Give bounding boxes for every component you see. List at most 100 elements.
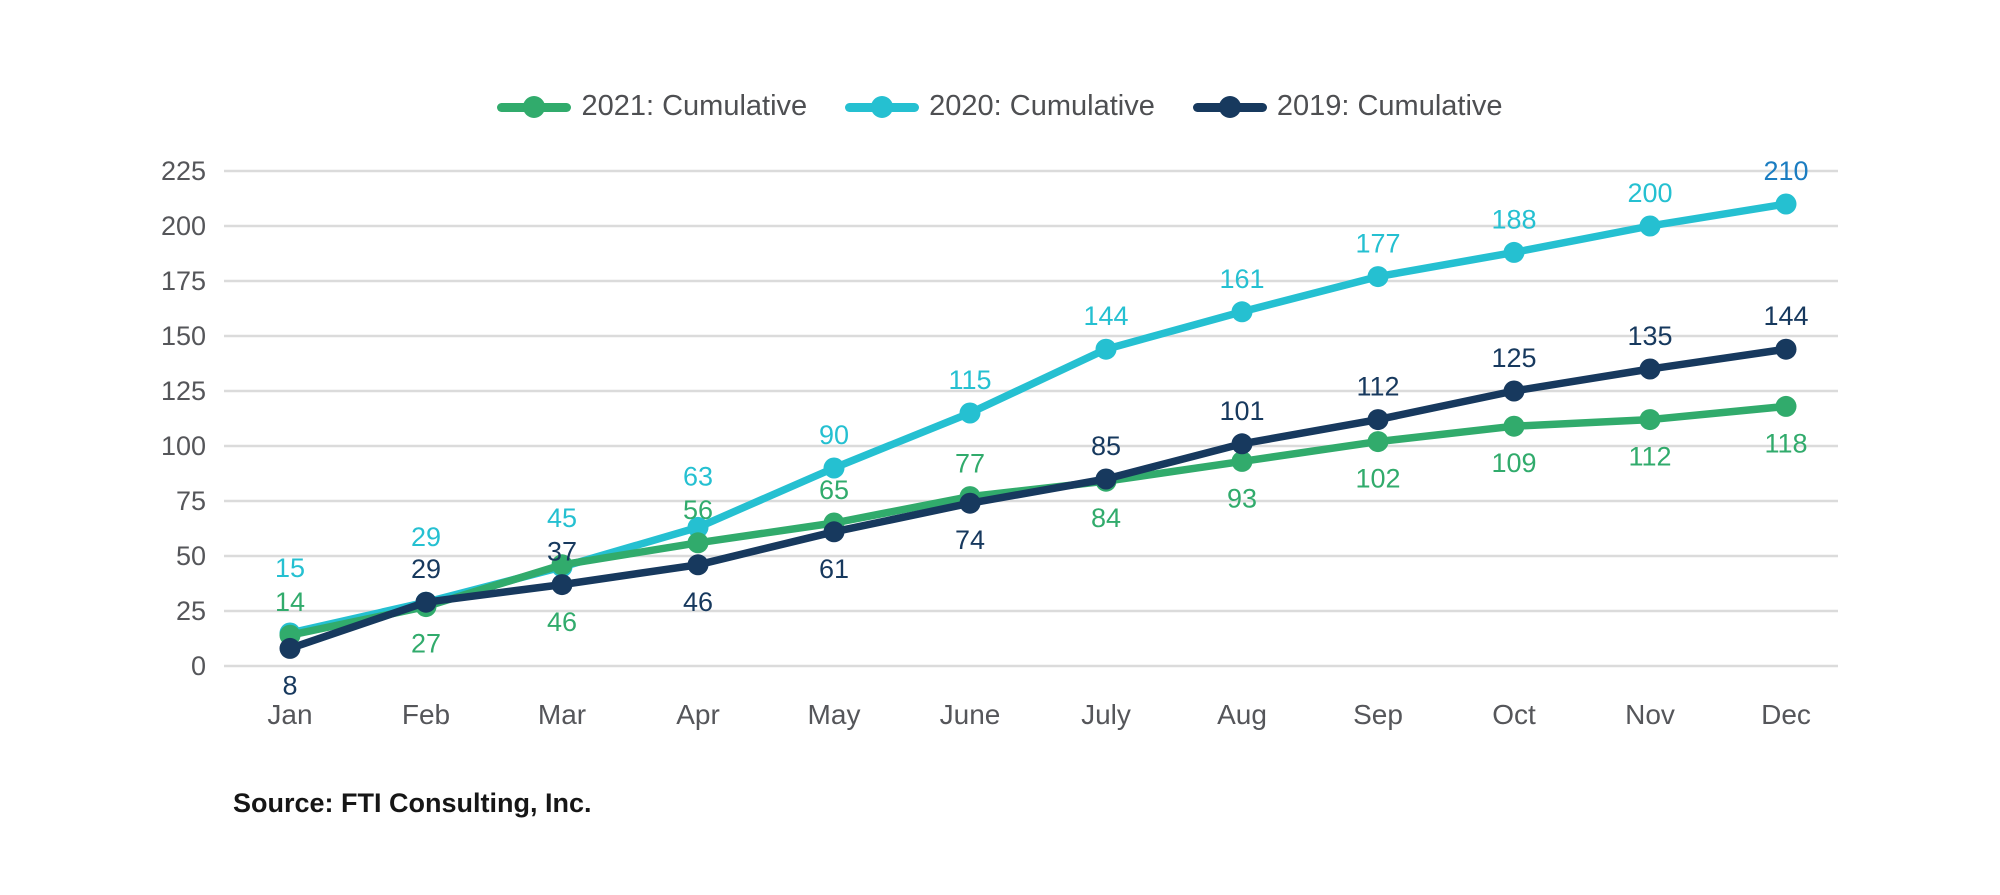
data-point-2020 (1775, 193, 1797, 215)
data-label-2019: 85 (1091, 431, 1121, 461)
legend-label-2019: 2019: Cumulative (1276, 90, 1503, 122)
data-point-2020 (687, 516, 709, 538)
y-axis-tick-label: 75 (176, 486, 206, 516)
legend-marker-2021-icon (497, 95, 572, 119)
y-axis-tick-label: 25 (176, 596, 206, 626)
x-axis-label: Dec (1761, 699, 1811, 730)
x-axis-label: Apr (676, 699, 720, 730)
data-label-2019: 74 (955, 525, 985, 555)
legend-marker-2020-icon (845, 95, 920, 119)
data-label-2021: 77 (955, 449, 985, 479)
data-point-2019 (1231, 433, 1253, 455)
data-label-2020: 63 (683, 461, 713, 491)
data-label-2021: 112 (1628, 442, 1671, 472)
data-point-2021 (551, 554, 573, 576)
data-point-2019 (1775, 338, 1797, 360)
data-point-2020 (959, 402, 981, 424)
data-point-2019 (1367, 409, 1389, 431)
data-point-2020 (1367, 266, 1389, 288)
y-axis-tick-label: 125 (161, 376, 206, 406)
data-label-2020: 45 (547, 503, 577, 533)
y-axis-tick-label: 200 (161, 211, 206, 241)
data-point-2020 (1095, 338, 1117, 360)
x-axis-label: June (940, 699, 1001, 730)
y-axis-tick-label: 50 (176, 541, 206, 571)
data-label-2020: 161 (1219, 264, 1264, 294)
x-axis-label: Nov (1625, 699, 1675, 730)
data-label-2020: 200 (1627, 178, 1672, 208)
data-label-2019: 144 (1763, 301, 1808, 331)
data-point-2019 (1095, 468, 1117, 490)
x-axis-label: Oct (1492, 699, 1536, 730)
data-label-2021: 84 (1091, 503, 1121, 533)
data-label-2019: 8 (282, 670, 297, 700)
x-axis-label: May (808, 699, 861, 730)
data-label-2020: 115 (948, 365, 991, 395)
series-line-2019 (286, 345, 1790, 653)
data-point-2020 (1639, 215, 1661, 237)
x-axis-label: Aug (1217, 699, 1267, 730)
data-label-2020: 210 (1763, 156, 1808, 186)
data-point-2019 (959, 492, 981, 514)
data-point-2019 (415, 591, 437, 613)
x-axis-label: Sep (1353, 699, 1403, 730)
data-point-2021 (687, 532, 709, 554)
data-point-2020 (1231, 301, 1253, 323)
y-axis-tick-label: 225 (161, 156, 206, 186)
legend-label-2021: 2021: Cumulative (581, 90, 808, 122)
y-axis-tick-label: 100 (161, 431, 206, 461)
legend-item-2021-cumulative: 2021: Cumulative (497, 90, 807, 123)
data-label-2020: 144 (1083, 301, 1128, 331)
data-label-2019: 101 (1219, 396, 1264, 426)
x-axis-label: Jan (267, 699, 312, 730)
series-line-2021 (286, 402, 1790, 639)
series-line-2020 (286, 200, 1790, 637)
y-axis-tick-label: 175 (161, 266, 206, 296)
data-point-2021 (1231, 450, 1253, 472)
data-point-2021 (1367, 431, 1389, 453)
data-label-2020: 177 (1355, 229, 1400, 259)
data-point-2020 (823, 457, 845, 479)
data-point-2021 (1503, 415, 1525, 437)
data-label-2021: 109 (1491, 448, 1536, 478)
data-label-2019: 61 (819, 554, 849, 584)
legend-item-2020-cumulative: 2020: Cumulative (845, 90, 1155, 123)
data-label-2020: 188 (1491, 204, 1536, 234)
data-label-2020: 29 (411, 522, 441, 552)
data-point-2019 (823, 521, 845, 543)
legend-label-2020: 2020: Cumulative (929, 90, 1155, 122)
x-axis-label: Feb (402, 699, 450, 730)
data-label-2021: 102 (1355, 464, 1400, 494)
data-label-2021: 14 (275, 587, 305, 617)
y-axis-tick-label: 0 (191, 651, 206, 681)
x-axis-label: July (1081, 699, 1131, 730)
data-label-2021: 93 (1227, 483, 1257, 513)
data-point-2019 (1639, 358, 1661, 380)
data-label-2021: 56 (683, 495, 713, 525)
data-point-2019 (687, 554, 709, 576)
legend-marker-2019-icon (1192, 95, 1267, 119)
data-label-2020: 90 (819, 420, 849, 450)
data-point-2019 (1503, 380, 1525, 402)
data-point-2020 (1503, 241, 1525, 263)
chart-legend: 2021: Cumulative 2020: Cumulative 2019: … (0, 90, 2000, 123)
data-label-2019: 29 (411, 554, 441, 584)
legend-item-2019-cumulative: 2019: Cumulative (1192, 90, 1503, 123)
data-label-2019: 135 (1627, 321, 1672, 351)
source-note: Source: FTI Consulting, Inc. (233, 788, 592, 818)
data-label-2019: 46 (683, 587, 713, 617)
data-label-2020: 15 (275, 553, 305, 583)
data-point-2021 (1639, 409, 1661, 431)
data-label-2021: 118 (1764, 428, 1807, 458)
data-label-2019: 37 (547, 537, 577, 567)
data-label-2021: 46 (547, 607, 577, 637)
data-point-2021 (1775, 395, 1797, 417)
data-label-2021: 65 (819, 475, 849, 505)
data-label-2021: 27 (411, 629, 441, 659)
data-point-2019 (279, 637, 301, 659)
y-axis-tick-label: 150 (161, 321, 206, 351)
data-point-2019 (551, 574, 573, 596)
data-label-2019: 112 (1356, 372, 1399, 402)
